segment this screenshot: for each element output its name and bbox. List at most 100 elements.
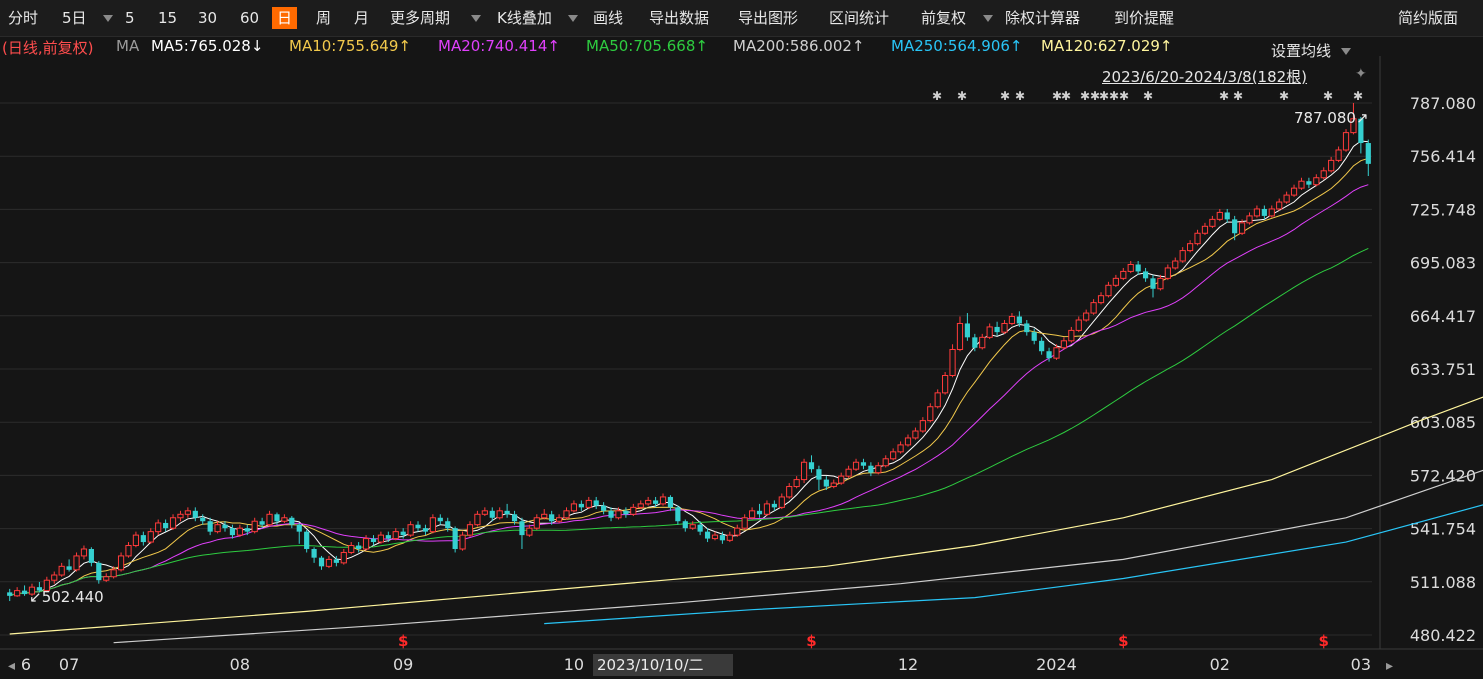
ma-label: MA <box>116 37 140 55</box>
candle-body <box>289 517 295 525</box>
candle-body <box>734 527 741 536</box>
candle-body <box>96 562 102 581</box>
candle-body <box>1342 132 1350 151</box>
candle-body <box>103 576 110 581</box>
candle-body <box>184 510 191 515</box>
scroll-left-icon[interactable]: ◂ <box>8 658 15 674</box>
toolbar-item-3[interactable]: 15 <box>158 9 178 27</box>
ma-settings-label[interactable]: 设置均线 <box>1271 42 1332 60</box>
candle-body <box>860 462 867 466</box>
candle-body <box>58 565 65 576</box>
candle-body <box>466 524 474 536</box>
toolbar-item-6[interactable]: 日 <box>272 7 298 29</box>
chevron-down-icon[interactable] <box>103 15 113 22</box>
candle-body <box>585 499 592 508</box>
ma-line-ma50 <box>9 247 1369 597</box>
toolbar-item-7[interactable]: 周 <box>316 9 332 27</box>
x-tick-label: 6 <box>21 655 31 674</box>
toolbar-item-15[interactable]: 前复权 <box>921 9 967 27</box>
candle-body <box>1097 295 1105 304</box>
candle-body <box>719 535 726 541</box>
candle-body <box>400 531 406 536</box>
candle-body <box>1150 278 1156 289</box>
ma-settings-button[interactable]: 设置均线 <box>1271 40 1352 61</box>
candle-body <box>927 406 934 422</box>
candle-body <box>904 437 912 446</box>
event-star-icon: ✱ <box>1061 89 1071 103</box>
candle-body <box>207 521 213 532</box>
candle-body <box>541 513 548 519</box>
candle-body <box>726 534 733 541</box>
toolbar-item-16[interactable]: 除权计算器 <box>1005 9 1081 27</box>
candle-body <box>972 337 978 348</box>
candle-body <box>1261 208 1267 216</box>
candle-body <box>578 503 584 508</box>
candle-body <box>1313 177 1320 186</box>
x-tick-label: 02 <box>1210 655 1230 674</box>
candle-body <box>852 461 860 470</box>
toolbar-item-10[interactable]: K线叠加 <box>497 9 552 27</box>
candle-body <box>474 513 481 526</box>
chevron-down-icon[interactable] <box>983 15 993 22</box>
candle-body <box>778 496 785 508</box>
y-tick-label: 725.748 <box>1410 200 1476 219</box>
toolbar-item-17[interactable]: 到价提醒 <box>1114 9 1175 27</box>
toolbar-item-1[interactable]: 5日 <box>62 9 87 27</box>
candle-body <box>949 348 956 377</box>
event-star-icon: ✱ <box>932 89 942 103</box>
y-tick-label: 787.080 <box>1410 94 1476 113</box>
candle-body <box>325 558 333 567</box>
candle-body <box>964 323 970 338</box>
candle-body <box>1246 215 1253 224</box>
candle-body <box>236 527 243 536</box>
candle-body <box>200 517 206 522</box>
toolbar-item-5[interactable]: 60 <box>240 9 260 27</box>
x-tick-label: 10 <box>564 655 584 674</box>
toolbar-item-9[interactable]: 更多周期 <box>390 9 451 27</box>
chevron-down-icon[interactable] <box>1341 48 1352 55</box>
x-tick-label: 12 <box>898 655 918 674</box>
candle-body <box>51 574 58 581</box>
candle-body <box>192 510 198 518</box>
toolbar-item-12[interactable]: 导出数据 <box>649 9 710 27</box>
candle-body <box>637 503 644 508</box>
y-tick-label: 480.422 <box>1410 626 1476 645</box>
candle-body <box>429 517 436 533</box>
chevron-down-icon[interactable] <box>568 15 578 22</box>
toolbar-item-13[interactable]: 导出图形 <box>738 9 799 27</box>
toolbar-item-0[interactable]: 分时 <box>8 9 39 27</box>
scroll-right-icon[interactable]: ▸ <box>1386 658 1393 674</box>
toolbar-item-14[interactable]: 区间统计 <box>829 9 890 27</box>
candle-body <box>333 559 339 563</box>
toolbar-item-11[interactable]: 画线 <box>593 9 624 27</box>
candle-body <box>1283 194 1290 203</box>
candle-body <box>555 517 563 522</box>
simple-layout-button[interactable]: 简约版面 <box>1398 9 1459 27</box>
kline-chart[interactable]: 787.080 756.414 725.748 695.083 664.417 633.7… <box>0 56 1483 679</box>
candle-body <box>7 592 13 596</box>
candle-body <box>445 521 451 529</box>
candle-body <box>163 522 169 529</box>
candle-body <box>1201 225 1209 234</box>
toolbar-item-4[interactable]: 30 <box>198 9 218 27</box>
dividend-marker-icon: $ <box>806 632 816 650</box>
candle-body <box>1001 322 1008 333</box>
candle-body <box>570 503 578 512</box>
candle-body <box>266 513 273 526</box>
candle-body <box>816 469 822 480</box>
candle-body <box>786 486 793 498</box>
cursor-date-flag: 2023/10/10/二 <box>593 654 733 676</box>
toolbar-item-2[interactable]: 5 <box>125 9 135 27</box>
chevron-down-icon[interactable] <box>471 15 481 22</box>
toolbar-item-8[interactable]: 月 <box>354 9 370 27</box>
candle-body <box>882 458 889 467</box>
event-star-icon: ✱ <box>1353 89 1363 103</box>
candle-body <box>222 524 228 529</box>
candle-body <box>296 524 302 532</box>
pin-icon[interactable]: ✦ <box>1355 66 1367 82</box>
candle-body <box>1164 267 1171 279</box>
candle-body <box>749 510 756 519</box>
candle-body <box>741 517 748 529</box>
candle-body <box>979 336 986 349</box>
candle-body <box>66 566 72 570</box>
